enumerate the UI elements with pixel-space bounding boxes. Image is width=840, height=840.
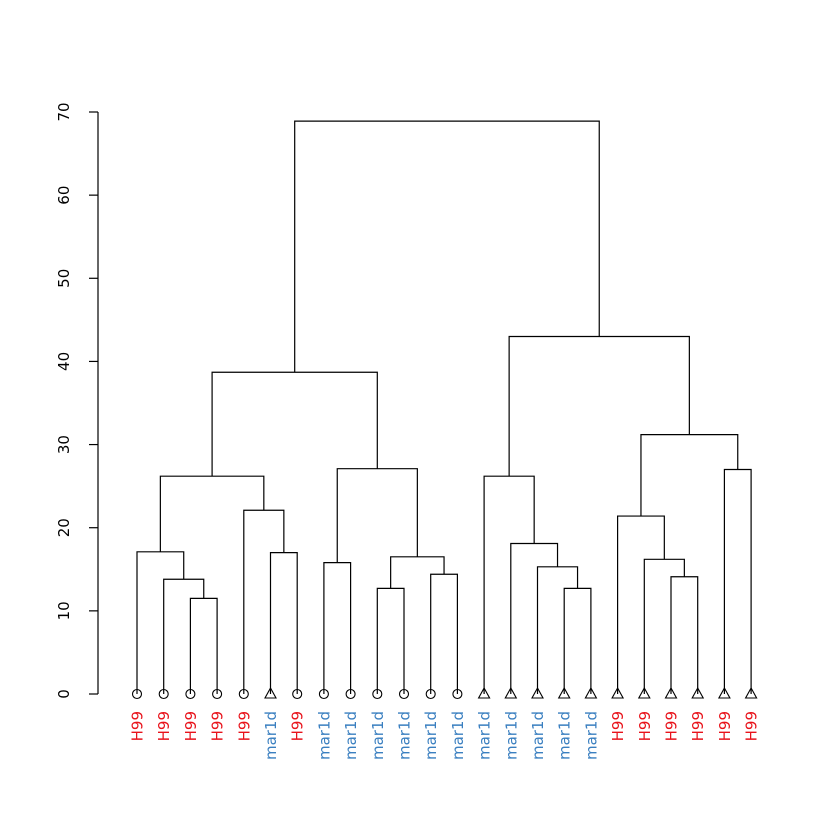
dendrogram-branch <box>670 576 699 694</box>
leaf-marker-triangle <box>477 686 491 699</box>
leaf-marker-triangle <box>744 686 758 699</box>
leaf-marker-triangle <box>264 686 277 699</box>
y-tick-label: 60 <box>55 186 73 205</box>
dendrogram-branch <box>294 120 600 373</box>
leaf-label: mar1d <box>556 711 574 760</box>
leaf-marker-triangle <box>531 686 544 699</box>
leaf-label: H99 <box>235 711 253 741</box>
dendrogram-branch <box>243 509 285 694</box>
leaf-marker-triangle <box>557 686 571 699</box>
dendrogram-branch <box>563 587 592 694</box>
leaf-marker-circle <box>212 688 223 700</box>
dendrogram-branch <box>643 558 685 694</box>
dendrogram-branch <box>390 556 445 589</box>
leaf-marker-circle <box>185 688 196 700</box>
leaf-label: mar1d <box>342 711 360 760</box>
leaf-label: H99 <box>689 711 707 741</box>
leaf-label: H99 <box>609 711 627 741</box>
dendrogram-branch <box>723 468 752 694</box>
leaf-label: mar1d <box>449 711 467 760</box>
dendrogram-branch <box>189 597 218 694</box>
leaf-marker-circle <box>452 688 463 700</box>
leaf-marker-triangle <box>717 686 731 699</box>
dendrogram-branch <box>336 468 418 563</box>
leaf-label: mar1d <box>502 711 520 760</box>
dendrogram-branch <box>617 515 665 694</box>
dendrogram-branch <box>483 475 535 694</box>
leaf-marker-circle <box>372 688 383 700</box>
leaf-marker-circle <box>318 688 329 700</box>
leaf-label: H99 <box>663 711 681 741</box>
dendrogram-branch <box>323 562 352 694</box>
dendrogram-branch <box>430 573 458 694</box>
dendrogram-branches <box>136 120 752 694</box>
dendrogram-branch <box>508 335 690 477</box>
leaf-marker-circle <box>345 688 356 700</box>
dendrogram-branch <box>269 552 298 694</box>
y-tick-label: 40 <box>55 352 73 371</box>
leaf-marker-circle <box>131 688 143 700</box>
leaf-marker-triangle <box>504 686 518 699</box>
y-tick-label: 30 <box>55 435 73 454</box>
leaf-marker-circle <box>158 688 169 700</box>
leaf-marker-triangle <box>611 686 625 699</box>
leaf-label: mar1d <box>582 711 600 760</box>
leaf-label: mar1d <box>315 711 333 760</box>
leaf-label: mar1d <box>396 711 414 760</box>
dendrogram-branch <box>163 578 205 694</box>
y-tick-label: 0 <box>55 689 73 699</box>
leaf-label: H99 <box>129 711 147 741</box>
leaf-labels: H99 H99 H99 H99 H99 mar1d H99 mar1d mar1d mar1d ma… <box>129 711 761 760</box>
leaf-marker-circle <box>292 688 303 700</box>
leaf-label: mar1d <box>476 711 494 760</box>
leaf-label: H99 <box>155 711 173 741</box>
leaf-marker-triangle <box>584 686 598 699</box>
leaf-label: H99 <box>716 711 734 741</box>
dendrogram-branch <box>536 566 579 694</box>
dendrogram-branch <box>159 475 265 552</box>
y-axis: 0 10 20 30 40 50 60 70 <box>55 102 99 699</box>
leaf-label: mar1d <box>369 711 387 760</box>
y-tick-label: 10 <box>55 601 73 620</box>
leaf-markers <box>131 686 758 700</box>
leaf-marker-circle <box>425 688 436 700</box>
leaf-label: H99 <box>743 711 761 741</box>
leaf-marker-circle <box>238 688 249 700</box>
leaf-label: mar1d <box>529 711 547 760</box>
leaf-label: H99 <box>289 711 307 741</box>
leaf-label: H99 <box>636 711 654 741</box>
leaf-marker-triangle <box>637 686 651 699</box>
leaf-label: mar1d <box>262 711 280 760</box>
leaf-label: mar1d <box>422 711 440 760</box>
dendrogram-branch <box>376 587 405 694</box>
leaf-label: H99 <box>209 711 227 741</box>
leaf-marker-circle <box>398 688 410 700</box>
dendrogram-branch <box>211 371 378 477</box>
y-tick-label: 20 <box>55 518 73 537</box>
y-tick-label: 70 <box>55 102 73 121</box>
leaf-label: H99 <box>182 711 200 741</box>
leaf-marker-triangle <box>664 686 678 699</box>
dendrogram-branch <box>136 551 185 694</box>
leaf-marker-triangle <box>691 686 705 699</box>
dendrogram-branch <box>640 433 739 517</box>
y-tick-label: 50 <box>55 269 73 288</box>
dendrogram-branch <box>510 542 559 694</box>
